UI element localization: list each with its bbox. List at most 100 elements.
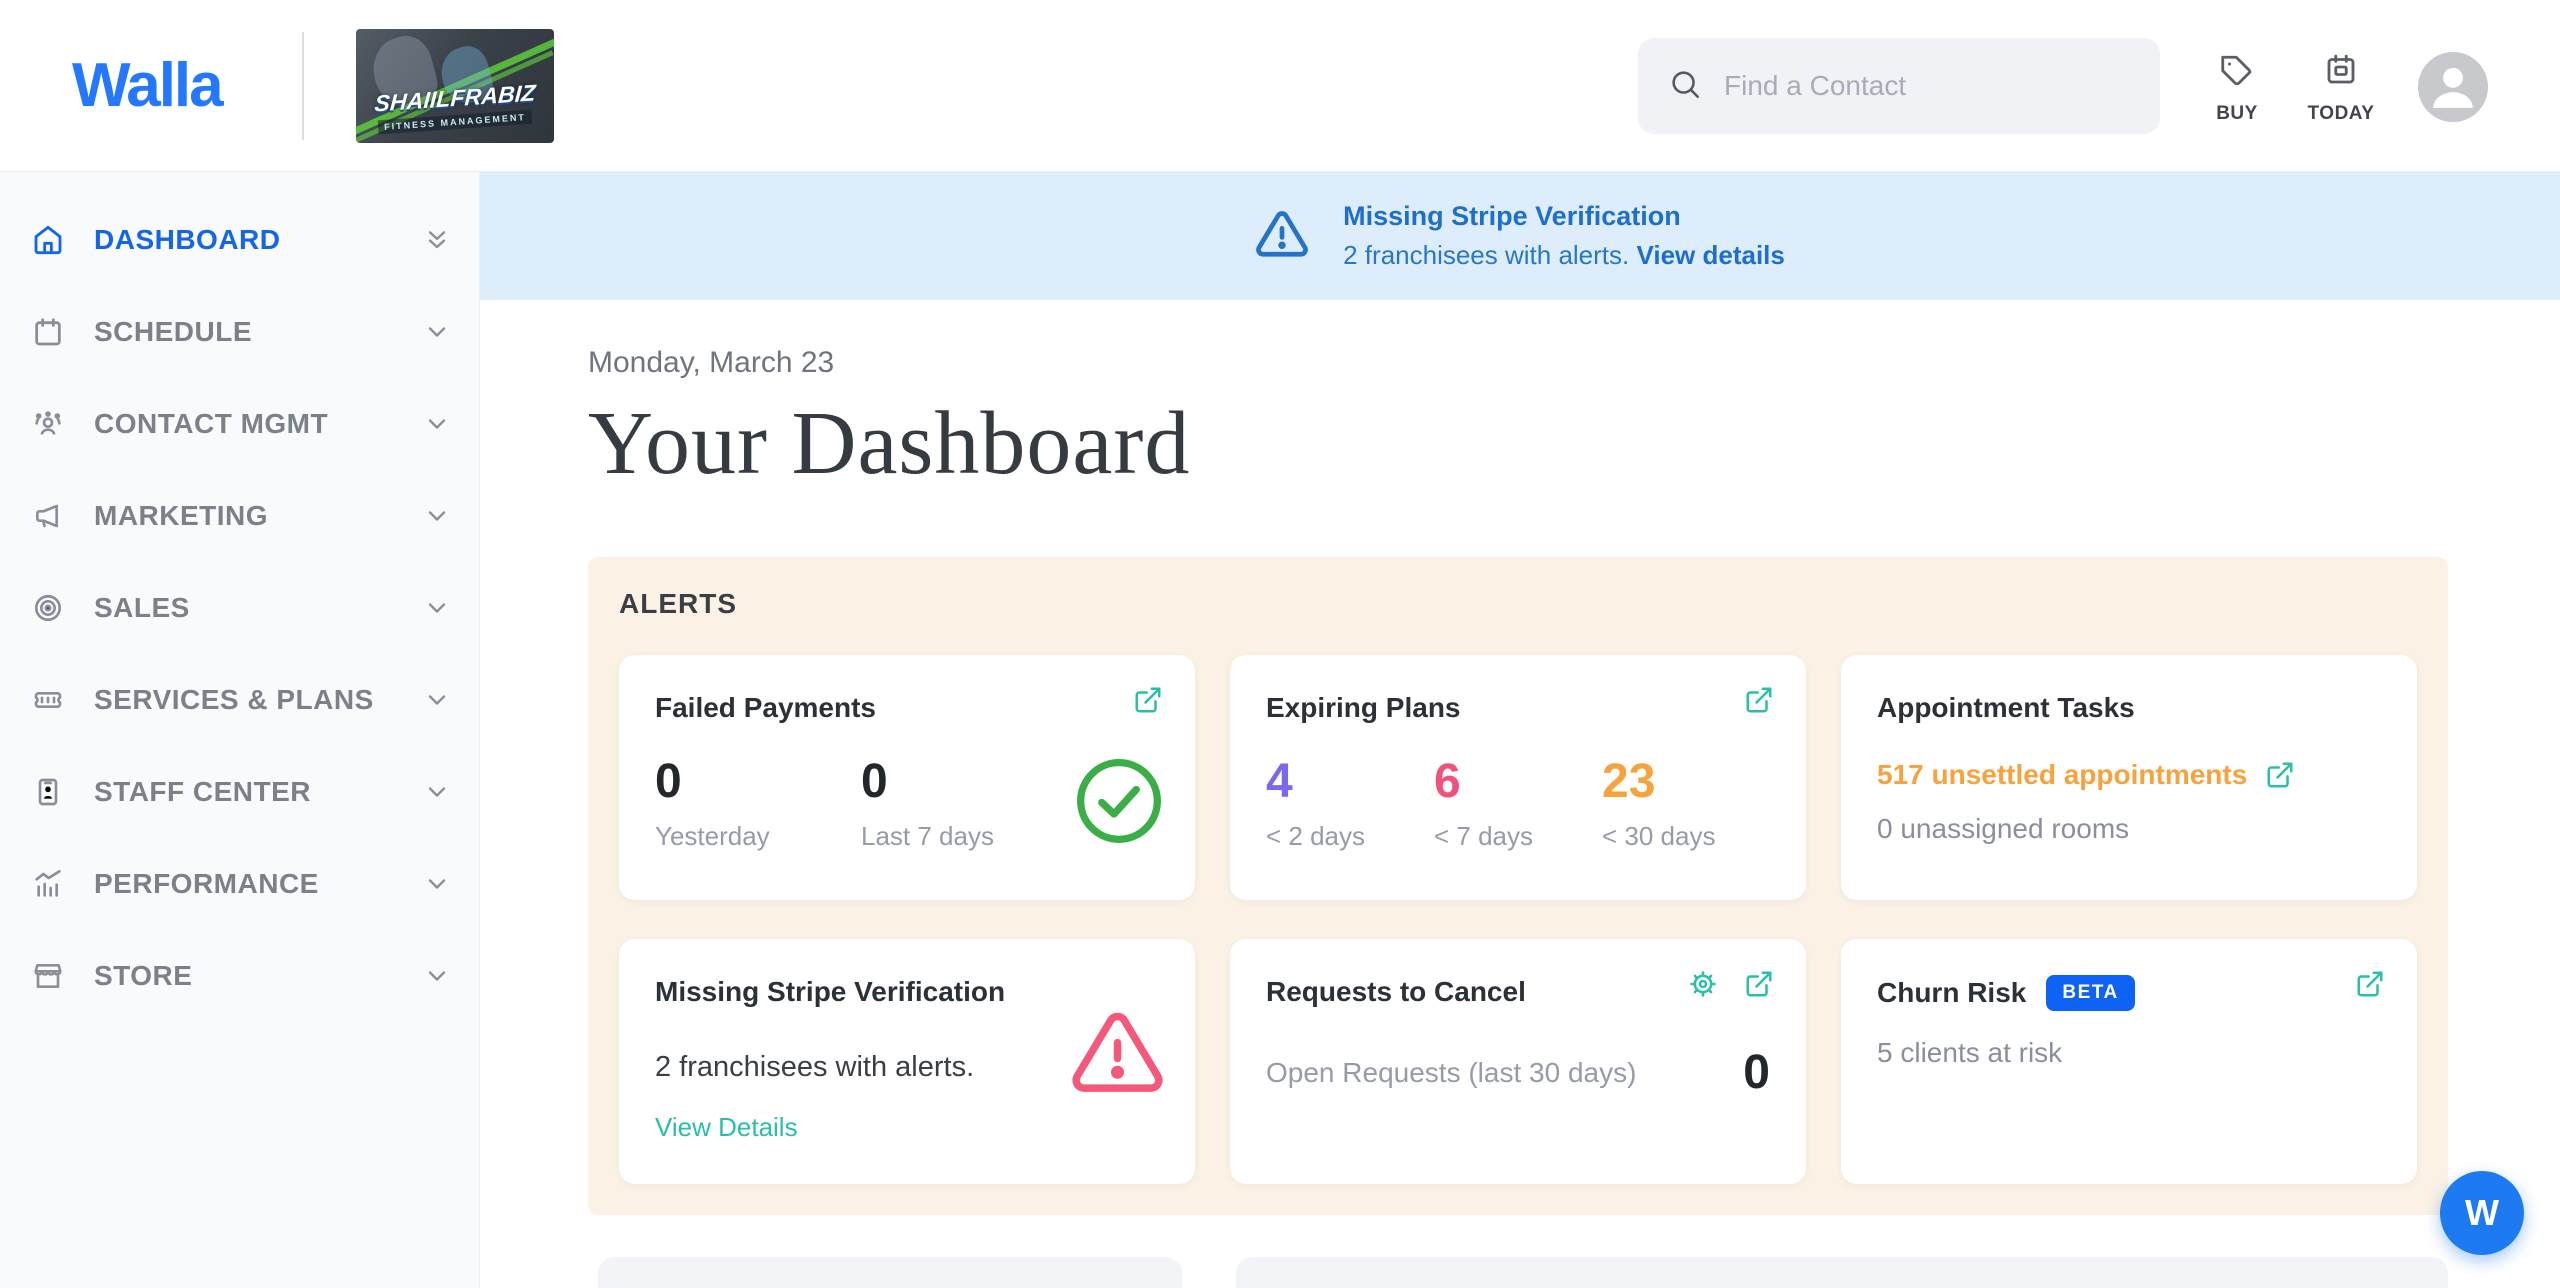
- banner-view-details-link[interactable]: View details: [1636, 240, 1785, 270]
- banner-title: Missing Stripe Verification: [1343, 201, 1681, 231]
- external-link-icon[interactable]: [1744, 685, 1774, 715]
- buy-button[interactable]: BUY: [2182, 52, 2292, 125]
- sidebar-item-label: PERFORMANCE: [94, 868, 319, 899]
- stat-30-days: 23 < 30 days: [1602, 755, 1770, 852]
- sidebar-item-sales[interactable]: SALES: [0, 562, 479, 654]
- today-button[interactable]: TODAY: [2286, 52, 2396, 125]
- stripe-verification-card: Missing Stripe Verification 2 franchisee…: [619, 939, 1195, 1185]
- sidebar-item-services-plans[interactable]: SERVICES & PLANS: [0, 654, 479, 746]
- stat-value: 23: [1602, 755, 1656, 809]
- open-requests-row: Open Requests (last 30 days) 0: [1266, 1045, 1770, 1100]
- business-logo[interactable]: SHAIILFRABIZ FITNESS MANAGEMENT: [356, 29, 554, 143]
- stat-label: < 30 days: [1602, 821, 1716, 852]
- external-link-icon[interactable]: [2265, 760, 2295, 790]
- warning-triangle-icon: [1255, 207, 1309, 266]
- external-link-icon[interactable]: [2355, 969, 2385, 999]
- sidebar-item-label: SALES: [94, 592, 190, 623]
- buy-label: BUY: [2216, 103, 2258, 124]
- contacts-icon: [32, 408, 64, 440]
- stat-value: 0: [655, 755, 682, 809]
- lower-panel-left: [598, 1257, 1182, 1288]
- stat-label: Last 7 days: [861, 821, 994, 852]
- gear-icon[interactable]: [1688, 969, 1718, 999]
- appointment-tasks-card: Appointment Tasks 517 unsettled appointm…: [1841, 655, 2417, 901]
- search-input[interactable]: [1724, 70, 2130, 102]
- stat-label: < 2 days: [1266, 821, 1366, 852]
- id-badge-icon: [32, 776, 64, 808]
- requests-to-cancel-card: Requests to Cancel: [1230, 939, 1806, 1185]
- external-link-icon[interactable]: [1744, 969, 1774, 999]
- chevron-down-icon: [423, 870, 451, 898]
- stat-value: 0: [861, 755, 888, 809]
- search-icon: [1668, 67, 1702, 106]
- tag-icon: [2219, 52, 2255, 91]
- sidebar-item-marketing[interactable]: MARKETING: [0, 470, 479, 562]
- churn-risk-card: Churn Risk BETA 5 clients at risk: [1841, 939, 2417, 1185]
- stat-7-days: 6 < 7 days: [1434, 755, 1602, 852]
- walla-chat-button[interactable]: W: [2440, 1171, 2524, 1255]
- unsettled-appointments-link[interactable]: 517 unsettled appointments: [1877, 759, 2248, 791]
- failed-payments-stats: 0 Yesterday 0 Last 7 days: [655, 755, 1159, 852]
- home-icon: [32, 224, 64, 256]
- sidebar-item-schedule[interactable]: SCHEDULE: [0, 286, 479, 378]
- chevron-down-icon: [423, 318, 451, 346]
- sidebar-item-staff-center[interactable]: STAFF CENTER: [0, 746, 479, 838]
- contact-search[interactable]: [1638, 38, 2160, 134]
- external-link-icon[interactable]: [1133, 685, 1163, 715]
- chart-icon: [32, 868, 64, 900]
- warning-triangle-icon: [1070, 1005, 1165, 1105]
- walla-logo[interactable]: Walla: [72, 51, 224, 120]
- beta-badge: BETA: [2046, 975, 2135, 1012]
- card-title: Failed Payments: [655, 692, 876, 724]
- top-header: Walla SHAIILFRABIZ FITNESS MANAGEMENT: [0, 0, 2560, 172]
- user-avatar[interactable]: [2418, 52, 2488, 122]
- open-requests-label: Open Requests (last 30 days): [1266, 1056, 1637, 1088]
- stat-last-7-days: 0 Last 7 days: [861, 755, 1067, 852]
- view-details-link[interactable]: View Details: [655, 1112, 798, 1143]
- card-title: Appointment Tasks: [1877, 692, 2135, 724]
- stripe-alert-message: 2 franchisees with alerts.: [655, 1051, 975, 1084]
- sidebar-item-performance[interactable]: PERFORMANCE: [0, 838, 479, 930]
- alerts-cards-grid: Failed Payments 0 Yesterday: [619, 655, 2417, 1185]
- unassigned-rooms-text: 0 unassigned rooms: [1877, 813, 2130, 845]
- sidebar-item-dashboard[interactable]: DASHBOARD: [0, 194, 479, 286]
- stat-yesterday: 0 Yesterday: [655, 755, 861, 852]
- current-date: Monday, March 23: [588, 346, 835, 379]
- stat-value: 4: [1266, 755, 1293, 809]
- storefront-icon: [32, 960, 64, 992]
- banner-text: Missing Stripe Verification 2 franchisee…: [1343, 201, 1785, 271]
- alerts-heading: ALERTS: [619, 588, 737, 620]
- stat-value: 6: [1434, 755, 1461, 809]
- unsettled-appointments-row: 517 unsettled appointments: [1877, 759, 2381, 791]
- sidebar-item-label: SERVICES & PLANS: [94, 684, 374, 715]
- chevron-down-icon: [423, 962, 451, 990]
- double-chevron-down-icon: [423, 226, 451, 254]
- sidebar-item-label: SCHEDULE: [94, 316, 253, 347]
- target-icon: [32, 592, 64, 624]
- sidebar-item-contact-mgmt[interactable]: CONTACT MGMT: [0, 378, 479, 470]
- sidebar-item-label: STORE: [94, 960, 193, 991]
- ticket-icon: [32, 684, 64, 716]
- chevron-down-icon: [423, 686, 451, 714]
- failed-payments-card: Failed Payments 0 Yesterday: [619, 655, 1195, 901]
- chevron-down-icon: [423, 594, 451, 622]
- chevron-down-icon: [423, 502, 451, 530]
- check-circle-icon: [1073, 755, 1165, 852]
- calendar-icon: [32, 316, 64, 348]
- stat-2-days: 4 < 2 days: [1266, 755, 1434, 852]
- sidebar-item-store[interactable]: STORE: [0, 930, 479, 1022]
- header-divider: [302, 32, 304, 140]
- lower-panel-right: [1236, 1257, 2448, 1288]
- chevron-down-icon: [423, 410, 451, 438]
- person-icon: [2418, 51, 2488, 124]
- expiring-plans-card: Expiring Plans 4 < 2 days: [1230, 655, 1806, 901]
- alerts-section: ALERTS Failed Payments 0: [588, 557, 2448, 1216]
- banner-message: 2 franchisees with alerts. View details: [1343, 240, 1785, 270]
- sidebar-item-label: STAFF CENTER: [94, 776, 312, 807]
- main-content: Monday, March 23 Your Dashboard ALERTS F…: [480, 300, 2560, 1288]
- open-requests-value: 0: [1743, 1046, 1770, 1100]
- card-title: Churn Risk: [1877, 977, 2027, 1009]
- card-title: Requests to Cancel: [1266, 976, 1526, 1008]
- calendar-today-icon: [2323, 52, 2359, 91]
